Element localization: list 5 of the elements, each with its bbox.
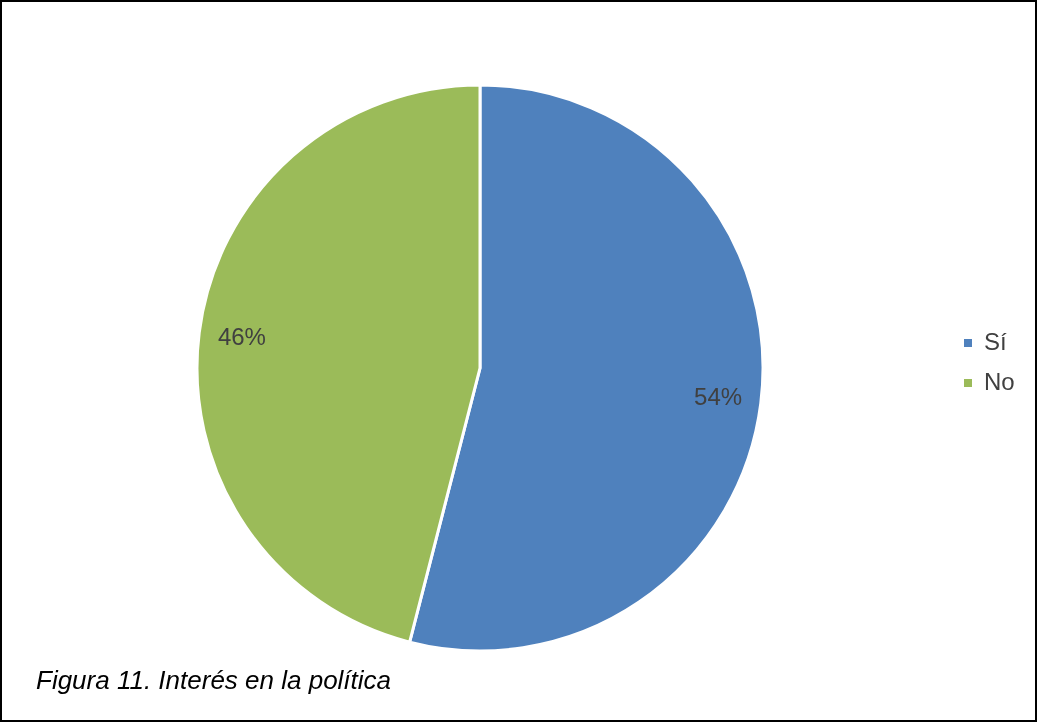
legend-label: No — [984, 368, 1015, 395]
data-label: 54% — [694, 383, 743, 411]
legend-label: Sí — [984, 328, 1008, 355]
data-label: 46% — [217, 322, 266, 350]
text: Figura 11. Interés en la política — [36, 665, 392, 695]
